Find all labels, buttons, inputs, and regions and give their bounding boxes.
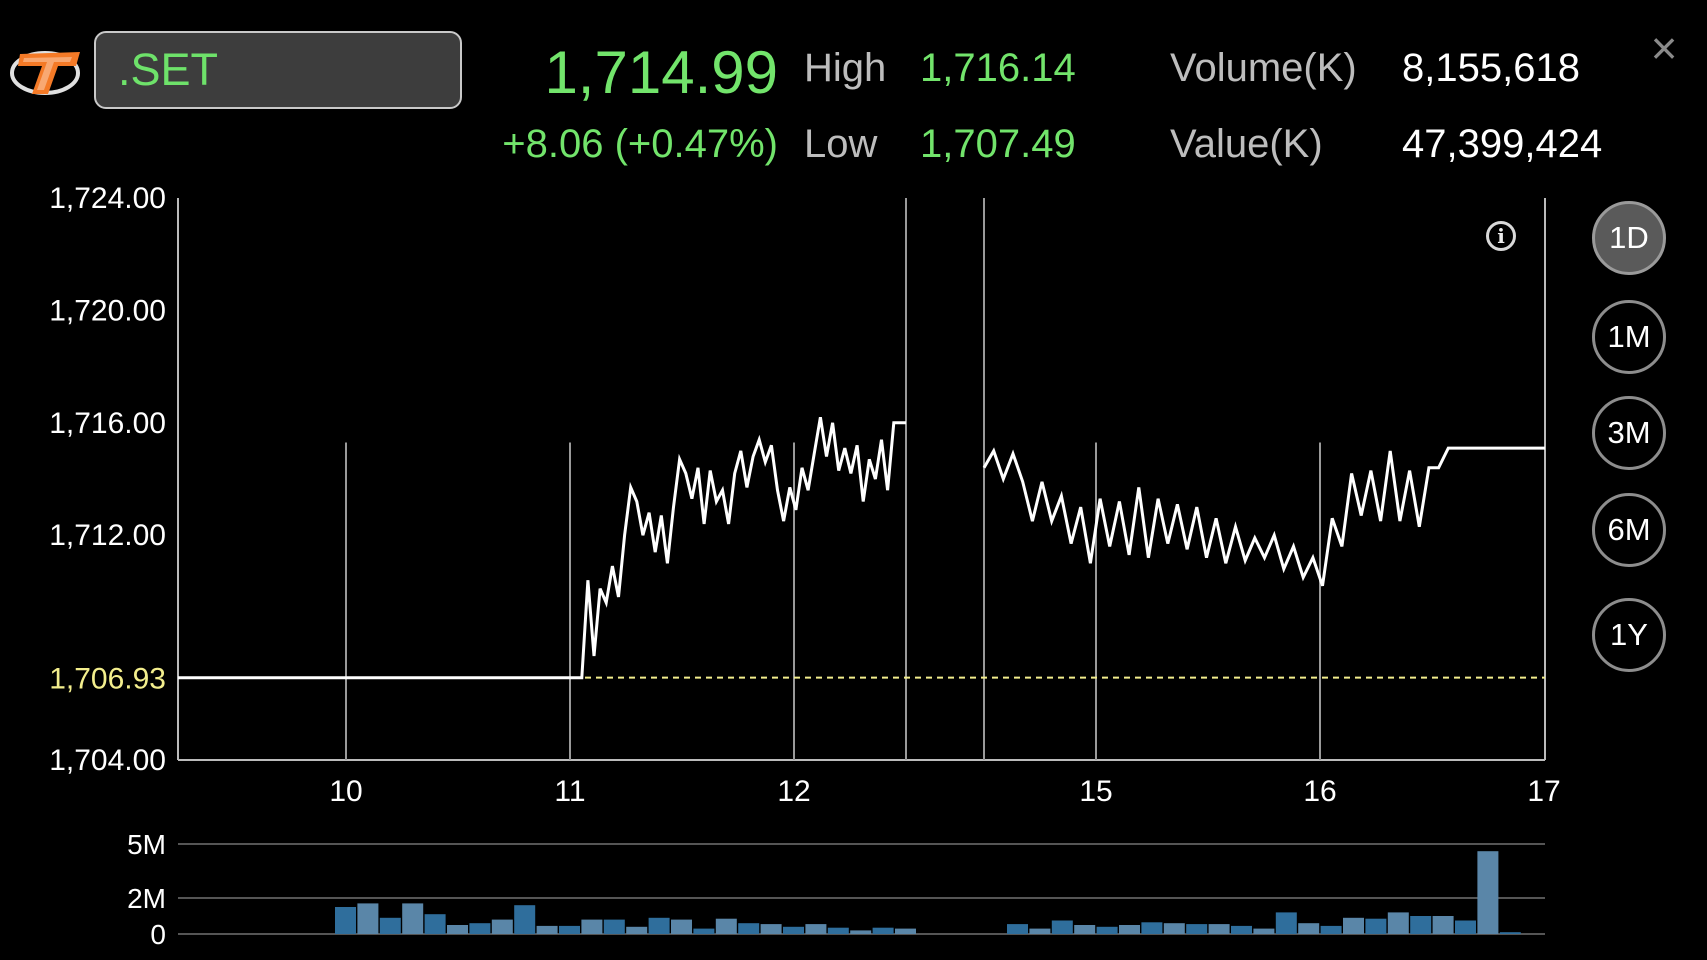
volume-tick-label: 2M [127, 883, 166, 914]
low-value: 1,707.49 [920, 122, 1076, 166]
volume-bar [1007, 924, 1028, 934]
high-value: 1,716.14 [920, 46, 1076, 90]
last-price: 1,714.99 [544, 39, 778, 106]
volume-bar [671, 919, 692, 934]
info-icon[interactable]: i [1486, 221, 1516, 251]
volume-bar [1186, 924, 1208, 934]
volume-bar [648, 917, 670, 934]
high-label: High [804, 46, 887, 90]
volume-bar [1387, 912, 1409, 934]
volume-bar [1298, 923, 1320, 934]
volume-bar [1477, 851, 1499, 934]
volume-bar [626, 926, 648, 934]
volume-bar [1455, 920, 1476, 934]
low-label: Low [804, 122, 878, 166]
volume-bar [1432, 916, 1454, 934]
volume-bar [514, 905, 536, 934]
close-icon: × [1650, 22, 1678, 74]
period-3m-button[interactable]: 3M [1592, 396, 1666, 470]
x-tick-label: 10 [329, 775, 362, 808]
volume-bar [424, 914, 446, 934]
x-tick-label: 17 [1527, 775, 1560, 808]
volume-bar [447, 925, 468, 934]
volume-bar [1163, 923, 1185, 934]
volume-bar [1051, 920, 1073, 934]
volume-bar [715, 918, 737, 934]
volume-bar [738, 923, 760, 934]
volume-bar [1208, 924, 1230, 934]
y-tick-label: 1,704.00 [49, 744, 166, 777]
volume-bar [1096, 926, 1118, 934]
symbol-text: .SET [118, 44, 219, 95]
x-tick-label: 16 [1303, 775, 1336, 808]
period-1y-button[interactable]: 1Y [1592, 598, 1666, 672]
brand-logo-icon [10, 51, 80, 95]
symbol-input[interactable]: .SET [94, 31, 462, 109]
price-line-morning [178, 416, 906, 680]
volume-bar [335, 907, 356, 934]
volume-bar [1119, 925, 1140, 934]
y-tick-label: 1,720.00 [49, 294, 166, 327]
volume-bar [1275, 912, 1297, 934]
volume-bar [1365, 918, 1387, 934]
volume-bar [783, 926, 804, 934]
volume-bar [1141, 922, 1163, 934]
price-line-afternoon [982, 446, 1545, 587]
y-tick-label: 1,724.00 [49, 182, 166, 215]
value-label: Value(K) [1170, 122, 1323, 166]
volume-bar [1499, 932, 1521, 934]
period-1d-button[interactable]: 1D [1592, 201, 1666, 275]
y-tick-label: 1,712.00 [49, 519, 166, 552]
period-1m-button[interactable]: 1M [1592, 300, 1666, 374]
volume-bar [559, 925, 580, 934]
volume-bar [1029, 928, 1051, 934]
volume-tick-label: 5M [127, 829, 166, 860]
volume-bar [581, 919, 603, 934]
close-button[interactable]: × [1642, 25, 1686, 71]
volume-bar [805, 924, 827, 934]
x-tick-label: 15 [1079, 775, 1112, 808]
volume-tick-label: 0 [150, 919, 166, 950]
volume-bar [872, 927, 894, 934]
volume-bar [491, 919, 513, 934]
volume-bar [603, 919, 625, 934]
volume-bar [1320, 925, 1342, 934]
volume-bar [1074, 925, 1096, 934]
value-value: 47,399,424 [1402, 122, 1603, 166]
previous-close-label: 1,706.93 [49, 663, 166, 696]
volume-bar [536, 925, 558, 934]
x-tick-label: 11 [554, 775, 585, 808]
period-6m-button[interactable]: 6M [1592, 493, 1666, 567]
volume-bar [850, 930, 872, 934]
volume-bar [760, 924, 782, 934]
volume-bar [693, 928, 715, 934]
x-tick-label: 12 [777, 775, 810, 808]
volume-bar [402, 903, 424, 934]
volume-bar [379, 917, 401, 934]
volume-bar [1410, 916, 1432, 934]
volume-bar [1231, 925, 1252, 934]
volume-label: Volume(K) [1170, 46, 1357, 90]
volume-bar [1343, 917, 1364, 934]
price-change: +8.06 (+0.47%) [502, 122, 778, 166]
volume-bar [895, 928, 916, 934]
volume-bar [827, 927, 849, 934]
volume-value: 8,155,618 [1402, 46, 1580, 90]
volume-bar [357, 903, 379, 934]
y-tick-label: 1,716.00 [49, 407, 166, 440]
volume-bar [469, 923, 491, 934]
volume-bar [1253, 928, 1275, 934]
